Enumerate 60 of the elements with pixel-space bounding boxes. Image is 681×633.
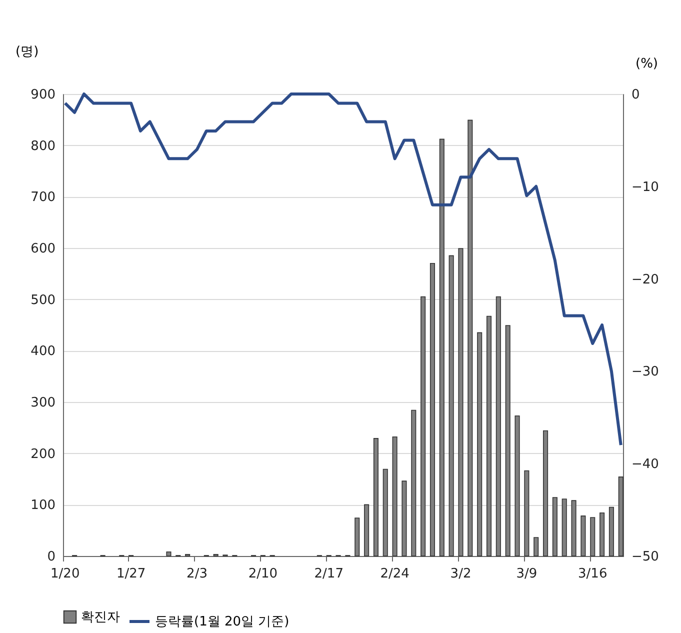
x-tick-label: 2/17 (314, 566, 344, 582)
x-tick-label: 2/24 (380, 566, 410, 582)
y-tick-label: 0 (47, 550, 56, 564)
x-tick-label: 1/20 (50, 566, 80, 582)
bar (514, 415, 520, 556)
x-tick-label: 1/27 (116, 566, 146, 582)
bar (420, 296, 426, 556)
bar (571, 500, 576, 556)
y2-tick-label: 0 (632, 88, 640, 102)
y2-tick-label: −50 (632, 550, 659, 564)
legend-label: 등락률(1월 20일 기준) (155, 614, 290, 630)
bar (600, 512, 605, 556)
bar (439, 138, 444, 556)
x-tick-label: 3/9 (516, 566, 538, 582)
x-tick-label: 2/3 (186, 566, 208, 582)
bar (608, 506, 614, 556)
bar (373, 438, 378, 556)
y-tick-label: 300 (30, 396, 56, 410)
bar (354, 518, 360, 556)
bar (524, 470, 530, 556)
y-tick-label: 700 (30, 190, 56, 206)
x-tick-label: 2/10 (248, 566, 278, 582)
y2-tick-label: −10 (632, 180, 659, 195)
y-axis-title: (명) (16, 44, 39, 60)
bar (486, 316, 492, 556)
bar (618, 476, 624, 556)
bar (166, 551, 172, 556)
y-tick-label: 800 (30, 138, 56, 154)
bar (496, 296, 501, 556)
bar (562, 498, 567, 556)
y2-tick-label: −30 (632, 364, 659, 380)
bar (364, 504, 370, 556)
y-tick-label: 600 (30, 242, 56, 256)
bar (382, 468, 388, 556)
bar (402, 480, 407, 556)
bar (580, 516, 586, 556)
bar (590, 517, 596, 556)
y-tick-label: 900 (30, 88, 56, 102)
bar (505, 325, 510, 556)
bar (477, 332, 482, 556)
y2-tick-label: −20 (632, 272, 659, 288)
x-tick-label: 3/16 (578, 566, 608, 582)
y2-axis-title: (%) (636, 56, 658, 72)
bar (543, 430, 548, 556)
y-tick-label: 500 (30, 292, 56, 308)
y-tick-label: 400 (30, 344, 56, 360)
legend-label: 확진자 (81, 610, 120, 625)
bar (534, 537, 539, 556)
y-tick-label: 200 (30, 446, 56, 462)
x-tick-label: 3/2 (450, 566, 472, 582)
y2-tick-label: −40 (632, 457, 659, 472)
bar (458, 248, 464, 556)
bar (392, 436, 398, 556)
bar (430, 263, 436, 556)
bar (411, 410, 416, 556)
bar (468, 120, 473, 556)
bar (448, 255, 454, 556)
bar (552, 497, 558, 556)
line-series (64, 92, 622, 447)
y-tick-label: 100 (30, 498, 56, 514)
